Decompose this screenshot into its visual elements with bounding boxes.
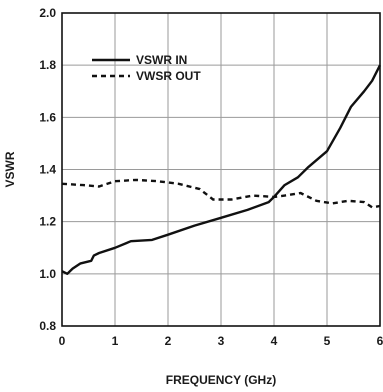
x-tick-label: 0 bbox=[59, 334, 66, 348]
plot-frame bbox=[61, 12, 381, 327]
x-tick-label: 1 bbox=[112, 334, 119, 348]
y-tick-label: 1.0 bbox=[39, 267, 56, 281]
legend-label: VSWR IN bbox=[136, 53, 187, 67]
y-axis-title: VSWR bbox=[3, 151, 17, 187]
x-tick-label: 3 bbox=[218, 334, 225, 348]
series-line-vswr-in bbox=[61, 64, 382, 275]
y-tick-label: 1.4 bbox=[39, 163, 56, 177]
x-tick-label: 5 bbox=[324, 334, 331, 348]
legend-label: VWSR OUT bbox=[136, 69, 201, 83]
legend: VSWR IN VWSR OUT bbox=[92, 53, 201, 83]
x-tick-label: 6 bbox=[377, 334, 383, 348]
y-tick-label: 2.0 bbox=[39, 6, 56, 20]
x-axis-title: FREQUENCY (GHz) bbox=[166, 373, 276, 387]
series-line-vwsr-out bbox=[61, 178, 381, 209]
y-tick-label: 0.8 bbox=[39, 319, 56, 333]
series-layer bbox=[61, 64, 382, 275]
y-tick-label: 1.8 bbox=[39, 58, 56, 72]
y-tick-label: 1.6 bbox=[39, 110, 56, 124]
x-tick-label: 4 bbox=[271, 334, 278, 348]
x-tick-labels: 0 1 2 3 4 5 6 bbox=[59, 334, 383, 348]
x-tick-label: 2 bbox=[165, 334, 172, 348]
y-tick-labels: 0.8 1.0 1.2 1.4 1.6 1.8 2.0 bbox=[39, 6, 56, 333]
y-tick-label: 1.2 bbox=[39, 215, 56, 229]
